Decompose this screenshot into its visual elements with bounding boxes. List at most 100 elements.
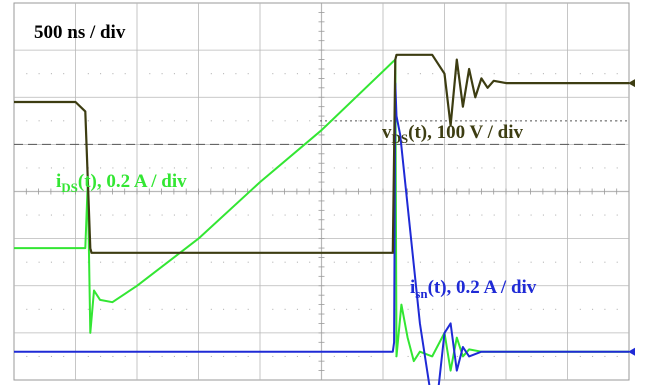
- grid-dot: [235, 214, 237, 216]
- grid-dot: [247, 355, 249, 357]
- grid-dot: [456, 214, 458, 216]
- grid-dot: [346, 73, 348, 75]
- grid-dot: [186, 261, 188, 263]
- grid-dot: [223, 120, 225, 122]
- grid-dot: [100, 167, 102, 169]
- grid-dot: [223, 355, 225, 357]
- grid-dot: [542, 355, 544, 357]
- grid-dot: [100, 73, 102, 75]
- grid-dot: [481, 261, 483, 263]
- grid-dot: [50, 308, 52, 310]
- grid-dot: [309, 167, 311, 169]
- grid-dot: [518, 355, 520, 357]
- grid-dot: [358, 308, 360, 310]
- grid-dot: [616, 167, 618, 169]
- grid-dot: [26, 73, 28, 75]
- grid-dot: [38, 261, 40, 263]
- grid-dot: [346, 167, 348, 169]
- grid-dot: [63, 355, 65, 357]
- grid-dot: [272, 355, 274, 357]
- grid-dot: [296, 120, 298, 122]
- grid-dot: [272, 73, 274, 75]
- grid-dot: [161, 120, 163, 122]
- grid-dot: [604, 355, 606, 357]
- grid-dot: [173, 261, 175, 263]
- grid-dot: [124, 214, 126, 216]
- grid-dot: [481, 308, 483, 310]
- grid-dot: [112, 261, 114, 263]
- channel-marker-vds: [628, 79, 635, 88]
- grid-dot: [592, 261, 594, 263]
- grid-dot: [530, 73, 532, 75]
- grid-dot: [63, 214, 65, 216]
- grid-dot: [616, 261, 618, 263]
- grid-dot: [469, 261, 471, 263]
- grid-dot: [616, 308, 618, 310]
- grid-dot: [592, 73, 594, 75]
- grid-dot: [604, 214, 606, 216]
- grid-dot: [223, 73, 225, 75]
- grid-dot: [616, 73, 618, 75]
- grid-dot: [407, 167, 409, 169]
- grid-dot: [161, 308, 163, 310]
- grid-dot: [309, 120, 311, 122]
- grid-dot: [579, 73, 581, 75]
- grid-dot: [469, 214, 471, 216]
- grid-dot: [407, 261, 409, 263]
- grid-dot: [210, 167, 212, 169]
- grid-dot: [38, 73, 40, 75]
- grid-dot: [518, 261, 520, 263]
- grid-dot: [50, 73, 52, 75]
- grid-dot: [358, 261, 360, 263]
- grid-dot: [149, 308, 151, 310]
- grid-dot: [26, 355, 28, 357]
- grid-dot: [592, 167, 594, 169]
- grid-dot: [112, 73, 114, 75]
- grid-dot: [407, 308, 409, 310]
- grid-dot: [186, 120, 188, 122]
- grid-dot: [124, 73, 126, 75]
- grid-dot: [284, 73, 286, 75]
- grid-dot: [161, 261, 163, 263]
- grid-dot: [124, 120, 126, 122]
- grid-dot: [272, 167, 274, 169]
- grid-dot: [272, 214, 274, 216]
- grid-dot: [124, 308, 126, 310]
- grid-dot: [210, 73, 212, 75]
- grid-dot: [309, 73, 311, 75]
- grid-dot: [493, 73, 495, 75]
- grid-dot: [173, 214, 175, 216]
- grid-dot: [26, 261, 28, 263]
- grid-dot: [346, 308, 348, 310]
- grid-dot: [50, 167, 52, 169]
- grid-dot: [592, 120, 594, 122]
- grid-dot: [50, 261, 52, 263]
- grid-dot: [100, 261, 102, 263]
- trace-vds: [14, 53, 629, 254]
- grid-dot: [112, 120, 114, 122]
- grid-dot: [161, 73, 163, 75]
- grid-dot: [542, 167, 544, 169]
- grid-dot: [284, 167, 286, 169]
- grid-dot: [63, 167, 65, 169]
- grid-dot: [272, 308, 274, 310]
- grid-dot: [604, 120, 606, 122]
- grid-dot: [112, 308, 114, 310]
- grid-dot: [235, 308, 237, 310]
- grid-dot: [309, 308, 311, 310]
- grid-dot: [149, 214, 151, 216]
- grid-dot: [530, 355, 532, 357]
- grid-dot: [309, 214, 311, 216]
- grid-dot: [604, 167, 606, 169]
- grid-dot: [272, 261, 274, 263]
- grid-dot: [518, 120, 520, 122]
- grid-dot: [481, 214, 483, 216]
- grid-dot: [210, 214, 212, 216]
- grid-dot: [419, 355, 421, 357]
- grid-dot: [296, 214, 298, 216]
- traces: [14, 53, 635, 385]
- grid-dot: [592, 308, 594, 310]
- grid-dot: [223, 308, 225, 310]
- grid-dot: [333, 73, 335, 75]
